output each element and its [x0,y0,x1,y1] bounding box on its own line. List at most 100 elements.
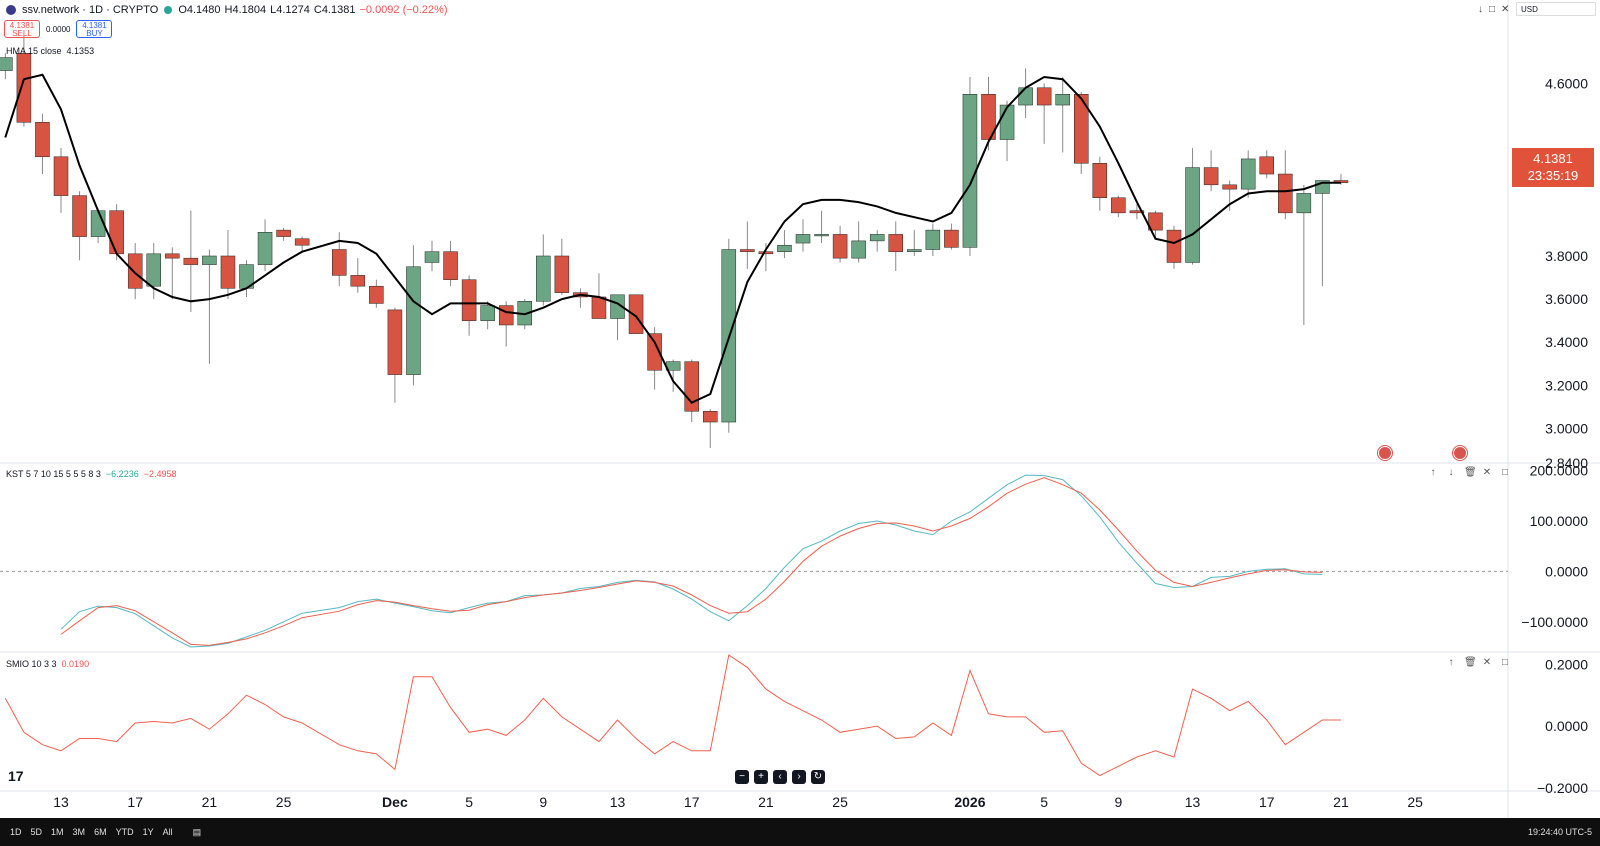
candlestick-series [0,36,1349,448]
candle-body [944,229,959,248]
candle-body [202,255,217,265]
range-button-6m[interactable]: 6M [94,827,107,837]
kst-pane-controls: ↑ ↓ 🗑 ✕ □ [1428,467,1510,478]
maximize-icon[interactable]: □ [1489,4,1496,15]
candle-body [795,234,811,244]
hma-value: 4.1353 [66,46,95,56]
ohlc-close: C4.1381 [313,4,356,16]
delete-icon[interactable]: 🗑 [1464,657,1477,668]
time-tick-label: Dec [382,794,408,810]
last-price: 4.1381 [1533,151,1573,166]
candle-body [165,253,180,259]
kst-series-kst [60,474,1323,648]
candle-body [183,257,199,265]
candle-body [832,234,848,259]
candle-body [1111,197,1126,214]
candle-body [443,251,458,280]
price-tick-label: 2.8400 [1545,455,1588,471]
zoom-out-icon[interactable]: − [735,770,749,784]
pane-separators [0,0,1600,818]
smio-legend[interactable]: SMIO 10 3 3 0.0190 [6,659,89,669]
candle-body [1185,167,1200,263]
collapse-icon[interactable]: ✕ [1482,467,1492,478]
range-button-1d[interactable]: 1D [10,827,22,837]
kst-legend[interactable]: KST 5 7 10 15 5 5 5 8 3 −6.2236 −2.4958 [6,469,177,479]
maximize-icon[interactable]: □ [1501,467,1509,478]
candle-body [1296,193,1312,214]
candle-body [127,253,143,289]
candle-body [1259,156,1274,175]
candle-body [16,53,32,123]
time-tick-label: 21 [758,794,774,810]
zoom-in-icon[interactable]: + [754,770,768,784]
candle-body [777,244,792,252]
ohlc-high: H4.1804 [224,4,267,16]
time-tick-label: 17 [1259,794,1275,810]
candle-body [1148,212,1163,231]
spread-value: 0.0000 [46,24,71,34]
tradingview-logo[interactable]: 17 [8,768,24,784]
chart-canvas[interactable]: 4.60004.20003.80003.60003.40003.20003.00… [0,0,1600,818]
time-tick-label: 2026 [954,794,985,810]
hma-line-path [4,73,1341,404]
candle-body [907,249,922,252]
ohlc-open: O4.1480 [178,4,221,16]
symbol-title[interactable]: ssv.network · 1D · CRYPTO [22,4,159,16]
candle-body [35,122,50,158]
price-tick-label: 3.2000 [1545,377,1588,393]
candle-body [999,104,1015,140]
candle-body [610,294,625,319]
smio-value: 0.0190 [61,659,90,669]
sell-button[interactable]: 4.1381 SELL [4,20,40,38]
calendar-icon[interactable]: ▤ [192,826,202,837]
candle-body [0,57,13,71]
collapse-icon[interactable]: ✕ [1482,657,1492,668]
range-button-all[interactable]: All [162,827,173,837]
range-button-ytd[interactable]: YTD [115,827,134,837]
scroll-right-icon[interactable]: › [792,770,806,784]
range-button-5d[interactable]: 5D [30,827,43,837]
time-tick-label: 21 [1333,794,1349,810]
us-flag-icon[interactable] [1453,446,1467,460]
candle-body [962,94,978,248]
ohlc-change: −0.0092 (−0.22%) [359,4,448,16]
candle-body [647,333,662,371]
time-tick-label: 13 [53,794,69,810]
date-range-buttons: 1D 5D 1M 3M 6M YTD 1Y All [10,827,173,837]
candle-body [1278,173,1293,214]
range-button-1m[interactable]: 1M [51,827,64,837]
close-icon[interactable]: ✕ [1501,4,1510,15]
clock[interactable]: 19:24:40 UTC-5 [1527,827,1592,837]
hma-legend[interactable]: HMA 15 close 4.1353 [6,46,94,56]
move-down-icon[interactable]: ↓ [1448,467,1454,478]
time-tick-label: 9 [539,794,547,810]
candle-body [498,305,514,326]
candle-body [684,361,699,412]
hma-line [4,73,1341,404]
us-flag-icon[interactable] [1378,446,1392,460]
arrow-down-icon[interactable]: ↓ [1478,4,1483,15]
time-tick-label: 5 [465,794,473,810]
maximize-icon[interactable]: □ [1501,657,1509,668]
move-up-icon[interactable]: ↑ [1430,467,1436,478]
delete-icon[interactable]: 🗑 [1464,467,1477,478]
top-controls: ↓ □ ✕ [1478,4,1509,15]
ohlc-values: O4.1480 H4.1804 L4.1274 C4.1381 −0.0092 (−0.… [178,4,451,16]
currency-select[interactable]: USD [1516,2,1596,16]
candle-body [220,255,236,289]
buy-button[interactable]: 4.1381 BUY [76,20,113,38]
smio-tick-label: 0.0000 [1545,718,1588,734]
sell-label: SELL [12,29,32,38]
price-tick-label: 3.0000 [1545,420,1588,436]
scroll-left-icon[interactable]: ‹ [773,770,787,784]
time-tick-label: 9 [1114,794,1122,810]
move-up-icon[interactable]: ↑ [1448,657,1454,668]
time-tick-label: 17 [127,794,143,810]
candle-body [72,195,87,237]
candle-body [869,234,885,242]
range-button-3m[interactable]: 3M [72,827,86,837]
time-tick-label: 21 [202,794,218,810]
range-button-1y[interactable]: 1Y [142,827,154,837]
candle-body [591,296,607,319]
reset-icon[interactable]: ↻ [811,770,825,784]
